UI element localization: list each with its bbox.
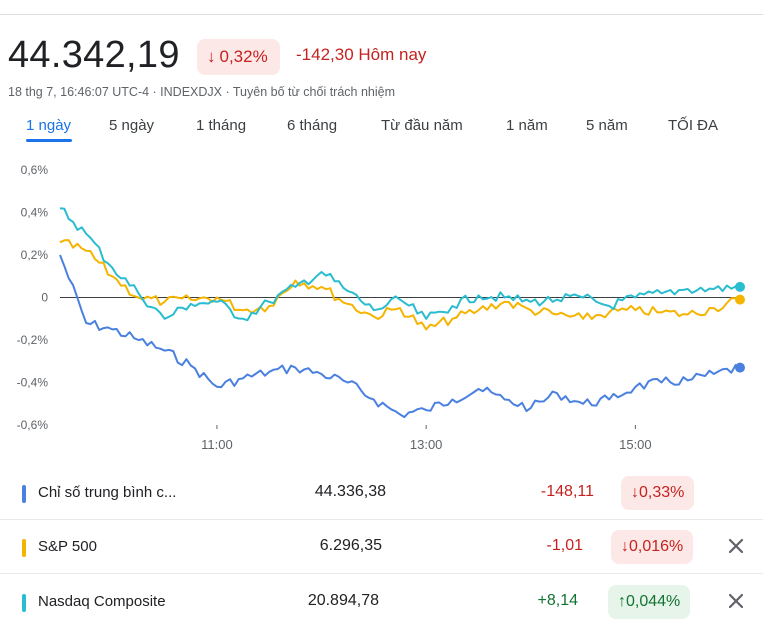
x-tick-label: 13:00 (410, 437, 443, 452)
row-value: 6.296,35 (319, 537, 382, 554)
range-tabs: 1 ngày 5 ngày 1 tháng 6 tháng Từ đầu năm… (0, 113, 763, 147)
row-pct-value: 0,33% (639, 484, 685, 501)
price-value: 44.342,19 (8, 34, 180, 76)
y-tick-label: -0,6% (17, 418, 49, 432)
y-tick-label: 0,6% (21, 163, 49, 177)
series-color-bar (22, 485, 26, 503)
series-color-bar (22, 594, 26, 612)
comparison-row-dow[interactable]: Chỉ số trung bình c... 44.336,38 -148,11… (0, 468, 763, 520)
y-tick-label: 0,4% (21, 206, 49, 220)
row-divider (0, 519, 763, 520)
remove-comparison-close-icon[interactable] (726, 591, 746, 611)
row-pct-value: 0,016% (629, 538, 684, 555)
remove-comparison-close-icon[interactable] (726, 536, 746, 556)
header-divider (0, 14, 763, 15)
series-line-2 (59, 207, 741, 322)
tab-6-months[interactable]: 6 tháng (287, 117, 338, 134)
row-pct-badge: ↓ 0,016% (611, 530, 694, 564)
row-pct-badge: ↑ 0,044% (608, 585, 691, 619)
row-abs-change: -1,01 (546, 537, 583, 554)
tab-max[interactable]: TỐI ĐA (668, 117, 719, 134)
down-arrow-icon: ↓ (621, 538, 629, 555)
comparison-row-sp500[interactable]: S&P 500 6.296,35 -1,01 ↓ 0,016% (0, 522, 763, 574)
absolute-change: -142,30 Hôm nay (296, 45, 427, 64)
row-abs-change: +8,14 (537, 592, 578, 609)
series-end-dot-1 (735, 294, 745, 305)
tab-5-years[interactable]: 5 năm (586, 117, 628, 134)
comparison-row-nasdaq[interactable]: Nasdaq Composite 20.894,78 +8,14 ↑ 0,044… (0, 577, 763, 629)
row-abs-change: -148,11 (540, 483, 594, 500)
top-cut-header (0, 0, 763, 16)
percent-change-badge: ↓ 0,32% (197, 39, 280, 75)
row-name: Chỉ số trung bình c... (38, 484, 177, 501)
intraday-chart[interactable]: 0,6% 0,4% 0,2% 0 -0,2% -0,4% -0,6% 11:00 13:00 15… (0, 155, 763, 460)
row-divider (0, 573, 763, 574)
tab-ytd[interactable]: Từ đầu năm (381, 117, 463, 134)
row-pct-value: 0,044% (626, 593, 681, 610)
y-tick-label: 0 (41, 291, 48, 305)
row-name: Nasdaq Composite (38, 593, 166, 610)
series-end-dot-0 (735, 362, 745, 373)
row-value: 44.336,38 (314, 483, 386, 500)
series-line-1 (59, 239, 741, 331)
row-value: 20.894,78 (307, 592, 379, 609)
series-line-0 (59, 254, 741, 419)
up-arrow-icon: ↑ (618, 593, 626, 610)
quote-meta: 18 thg 7, 16:46:07 UTC-4 · INDEXDJX · Tu… (8, 85, 396, 99)
row-pct-badge: ↓ 0,33% (621, 476, 695, 510)
active-tab-indicator (26, 139, 72, 142)
y-tick-label: 0,2% (21, 248, 49, 262)
tab-5-days[interactable]: 5 ngày (109, 117, 155, 134)
down-arrow-icon: ↓ (631, 484, 639, 501)
tab-1-year[interactable]: 1 năm (506, 117, 548, 134)
x-tick-label: 11:00 (201, 437, 233, 452)
y-tick-label: -0,2% (17, 333, 49, 347)
x-tick-label: 15:00 (619, 437, 652, 452)
tab-1-day[interactable]: 1 ngày (26, 117, 72, 134)
down-arrow-icon: ↓ (207, 47, 216, 66)
row-name: S&P 500 (38, 538, 97, 555)
series-color-bar (22, 539, 26, 557)
tab-1-month[interactable]: 1 tháng (196, 117, 247, 134)
y-tick-label: -0,4% (17, 376, 49, 390)
percent-change-value: 0,32% (219, 47, 268, 66)
series-end-dot-2 (735, 281, 745, 292)
